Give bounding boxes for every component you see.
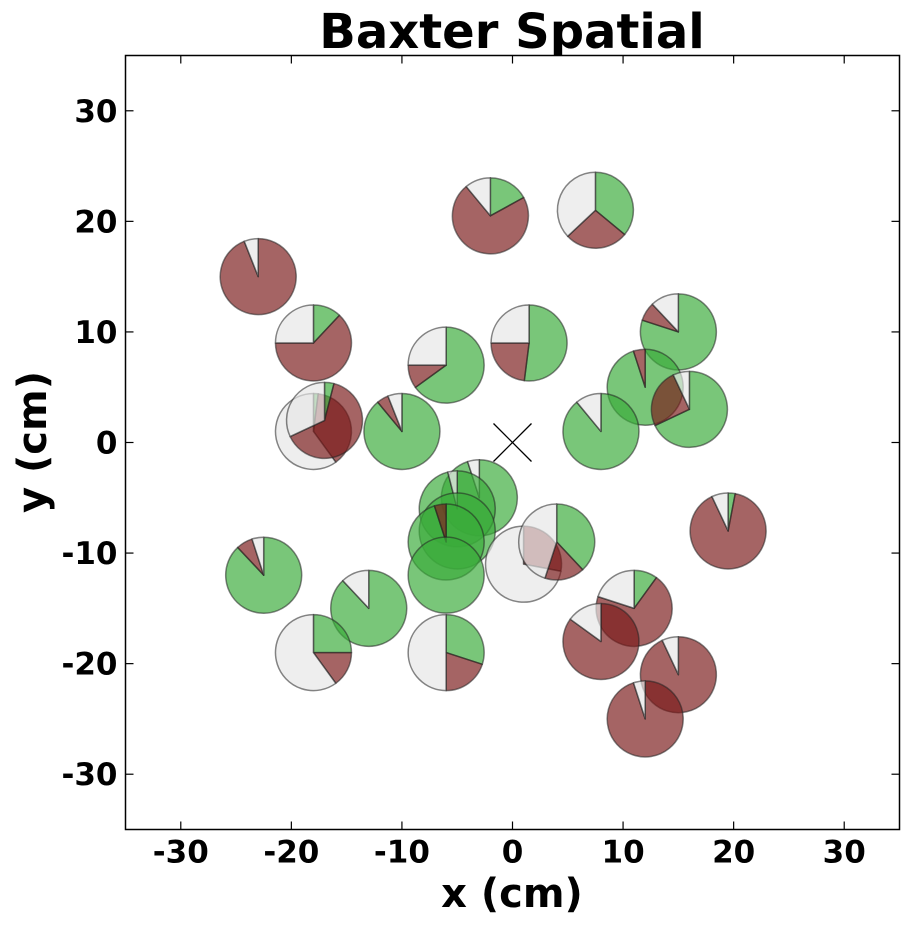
pie-slice-red <box>274 314 353 382</box>
pie-slice-gray <box>661 635 680 676</box>
y-tick-label: 20 <box>74 204 117 240</box>
pie-slice-gray <box>274 304 315 344</box>
pie-slice-gray <box>672 370 691 411</box>
y-tick-label: 10 <box>74 315 117 351</box>
pie-marker <box>562 392 640 471</box>
pie-marker <box>219 237 297 316</box>
y-tick-label: 30 <box>74 94 117 130</box>
pie-slice-red <box>433 503 447 543</box>
axis-ticks <box>125 55 900 830</box>
pie-markers <box>219 171 767 758</box>
pie-slice-gray <box>341 569 370 610</box>
pie-slice-red <box>289 382 364 460</box>
y-tick-label: -30 <box>61 757 117 793</box>
origin-x-stroke <box>493 423 532 462</box>
pie-slice-gray <box>651 293 680 333</box>
pie-marker <box>274 304 353 382</box>
pie-marker <box>407 536 485 614</box>
pie-slice-gray <box>465 177 492 217</box>
pie-slice-gray <box>518 503 558 579</box>
pie-marker <box>274 613 353 692</box>
pie-slice-green <box>555 503 596 571</box>
pie-slice-gray <box>569 602 602 643</box>
pie-marker <box>363 392 441 471</box>
x-tick-label: 10 <box>602 835 645 871</box>
pie-slice-gray <box>407 613 447 692</box>
y-tick-label: 0 <box>96 426 118 462</box>
pie-slice-red <box>490 342 530 382</box>
pie-slice-gray <box>243 237 259 278</box>
pie-slice-gray <box>711 492 729 532</box>
pie-slice-gray <box>575 392 602 433</box>
pie-slice-green <box>523 304 568 382</box>
x-tick-label: -20 <box>263 835 319 871</box>
pie-marker <box>689 492 767 570</box>
y-axis-label: y (cm) <box>10 371 56 513</box>
y-tick-label: -10 <box>61 536 117 572</box>
x-tick-labels: -30 -20 -10 0 10 20 30 <box>153 835 866 871</box>
y-tick-labels: -30 -20 -10 0 10 20 30 <box>61 94 117 793</box>
pie-slice-gray <box>556 171 597 238</box>
pie-slice-gray <box>632 680 646 720</box>
pie-slice-red <box>562 602 640 681</box>
pie-marker <box>224 536 303 614</box>
pie-marker <box>650 370 729 449</box>
pie-marker <box>639 293 718 371</box>
pie-slice-red <box>219 237 297 316</box>
pie-marker <box>407 326 485 404</box>
pie-slice-red <box>566 209 626 250</box>
pie-slice-gray <box>387 392 403 433</box>
pie-marker <box>330 569 408 648</box>
pie-marker <box>407 613 485 692</box>
y-tick-label: -20 <box>61 647 117 683</box>
pie-marker <box>556 171 635 250</box>
chart-title: Baxter Spatial <box>319 4 704 60</box>
pie-slice-red <box>650 374 691 427</box>
pie-slice-green <box>594 171 635 236</box>
pie-slice-green <box>445 613 485 666</box>
pie-slice-red <box>445 651 484 692</box>
x-tick-label: -30 <box>153 835 209 871</box>
pie-slice-green <box>407 536 485 614</box>
pie-slice-gray <box>274 613 337 692</box>
pie-slice-green <box>414 326 485 404</box>
pie-slice-gray <box>490 304 530 344</box>
pie-marker <box>451 177 530 255</box>
pie-slice-green <box>654 370 729 449</box>
pie-slice-red <box>632 348 646 388</box>
pie-slice-gray <box>484 525 562 603</box>
x-tick-label: 20 <box>712 835 755 871</box>
pie-slice-green <box>312 613 353 654</box>
pie-marker <box>490 304 568 382</box>
pie-marker <box>562 602 640 681</box>
origin-marker <box>493 423 532 462</box>
x-tick-label: 30 <box>823 835 866 871</box>
plot-frame <box>124 54 901 831</box>
x-axis-label: x (cm) <box>441 871 583 917</box>
pie-slice-red <box>451 185 530 255</box>
pie-marker <box>518 503 596 581</box>
pie-marker <box>606 680 684 758</box>
pie-slice-gray <box>251 536 265 576</box>
pie-slice-gray <box>407 326 447 366</box>
pie-slice-gray <box>285 381 326 438</box>
pie-marker <box>285 381 364 460</box>
pie-slice-gray <box>597 569 635 610</box>
x-tick-label: 0 <box>502 835 524 871</box>
x-tick-label: -10 <box>374 835 430 871</box>
plot-area <box>124 54 901 831</box>
